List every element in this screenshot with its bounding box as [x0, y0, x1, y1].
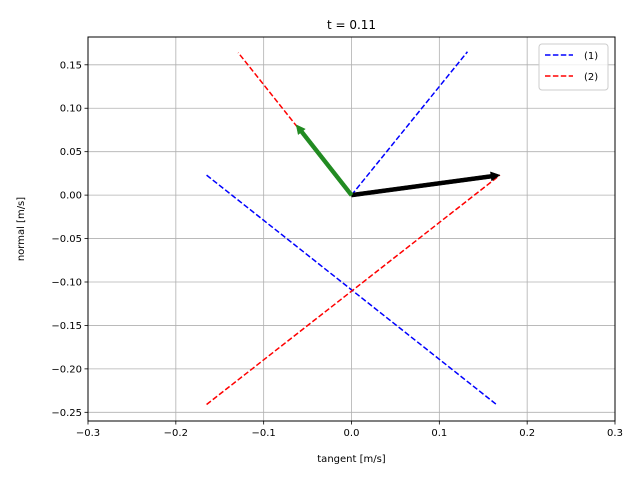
plot-lines — [206, 51, 501, 406]
x-tick-label: 0.1 — [431, 428, 447, 439]
y-tick-label: −0.25 — [51, 408, 82, 419]
legend-label-1: (1) — [584, 51, 598, 62]
series-2-line — [206, 174, 501, 406]
x-tick-label: 0.2 — [519, 428, 535, 439]
grid — [87, 37, 616, 421]
legend-label-2: (2) — [584, 72, 598, 83]
vector-arrows — [295, 124, 501, 198]
vector-arrow-2 — [295, 124, 354, 197]
y-axis-label: normal [m/s] — [16, 197, 27, 261]
axis-ticks: −0.3 −0.2 −0.1 0.0 0.1 0.2 0.3 −0.25 −0.20 −0.15 −… — [51, 60, 623, 439]
x-tick-label: −0.2 — [164, 428, 188, 439]
y-tick-label: 0.10 — [60, 104, 82, 115]
y-tick-label: 0.05 — [60, 147, 82, 158]
series-1-line — [206, 174, 497, 406]
y-tick-label: −0.15 — [51, 321, 82, 332]
x-tick-label: 0.0 — [344, 428, 360, 439]
vector-arrow-1 — [350, 171, 501, 198]
legend: (1) (2) — [538, 43, 609, 91]
y-tick-label: −0.10 — [51, 277, 82, 288]
x-tick-label: −0.3 — [76, 428, 100, 439]
y-tick-label: −0.20 — [51, 364, 82, 375]
x-tick-label: −0.1 — [252, 428, 276, 439]
y-tick-label: 0.15 — [60, 60, 82, 71]
y-tick-label: 0.00 — [60, 191, 82, 202]
series-2-line — [237, 52, 353, 196]
x-tick-label: 0.3 — [607, 428, 623, 439]
series-1-line — [350, 51, 469, 196]
x-axis-label: tangent [m/s] — [317, 454, 386, 465]
chart-title: t = 0.11 — [327, 18, 376, 32]
y-tick-label: −0.05 — [51, 234, 82, 245]
